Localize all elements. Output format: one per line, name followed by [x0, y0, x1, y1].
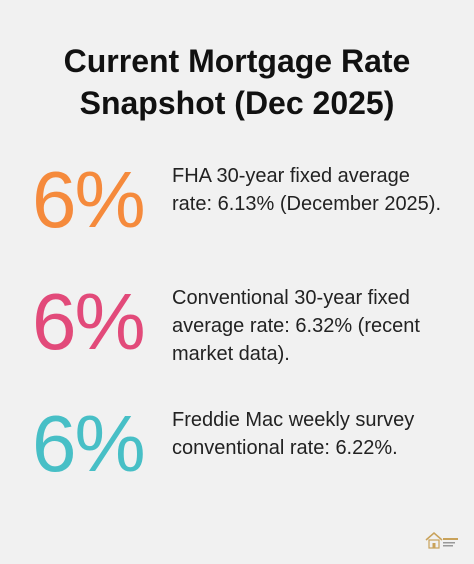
stat-description: Conventional 30-year fixed average rate:… [172, 287, 420, 365]
stat-freddie-mac: 6% Freddie Mac weekly survey conventiona… [32, 404, 452, 524]
house-logo-icon [424, 530, 460, 552]
page-title: Current Mortgage Rate Snapshot (Dec 2025… [0, 40, 474, 124]
stat-value: 6% [32, 399, 146, 488]
title-line-2: Snapshot (Dec 2025) [79, 85, 395, 121]
stat-description: Freddie Mac weekly survey conventional r… [172, 409, 415, 459]
stat-fha: 6% FHA 30-year fixed average rate: 6.13%… [32, 160, 452, 280]
stat-value: 6% [32, 155, 146, 244]
stat-value: 6% [32, 277, 146, 366]
stat-description: FHA 30-year fixed average rate: 6.13% (D… [172, 165, 442, 215]
title-line-1: Current Mortgage Rate [63, 43, 411, 79]
stat-conventional: 6% Conventional 30-year fixed average ra… [32, 282, 452, 402]
